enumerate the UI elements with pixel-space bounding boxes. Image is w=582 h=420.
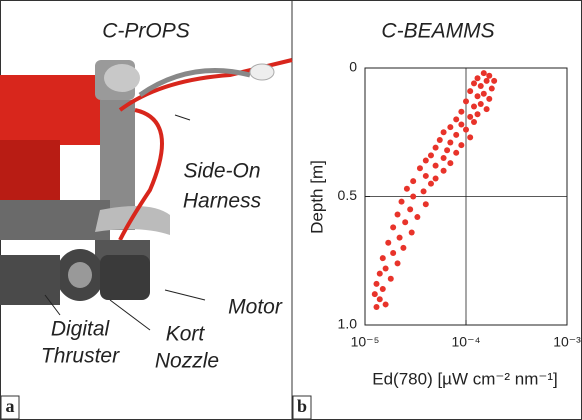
annotation: Motor <box>228 296 283 319</box>
point <box>382 301 389 308</box>
point <box>447 160 454 167</box>
point <box>427 180 434 187</box>
point <box>447 139 454 146</box>
x-axis-label: Ed(780) [µW cm⁻² nm⁻¹] <box>372 369 557 388</box>
y-tick-label: 0.5 <box>338 187 358 203</box>
point <box>422 172 429 179</box>
panel-label-box <box>292 395 312 420</box>
point <box>453 116 460 123</box>
point <box>371 291 378 298</box>
panel-label-box <box>0 395 20 420</box>
annotation: Side-On <box>183 160 260 183</box>
point <box>440 154 447 161</box>
point <box>458 142 465 149</box>
point <box>486 72 493 79</box>
point <box>453 149 460 156</box>
annotation: Kort <box>166 323 206 346</box>
point <box>463 126 469 133</box>
y-tick-label: 1.0 <box>338 316 358 332</box>
point <box>488 85 495 92</box>
point <box>422 157 429 164</box>
point <box>440 167 447 174</box>
point <box>483 77 490 84</box>
point <box>394 260 401 267</box>
panel-title: C-PrOPS <box>102 20 190 43</box>
point <box>407 206 414 213</box>
point <box>474 93 481 100</box>
y-tick-label: 0 <box>349 59 357 75</box>
point <box>477 100 484 107</box>
x-tick-label: 10⁻⁴ <box>452 334 481 350</box>
point <box>444 147 451 154</box>
point <box>470 118 477 125</box>
point <box>385 239 392 246</box>
chart-title: C-BEAMMS <box>381 20 494 43</box>
annotation: Thruster <box>41 345 120 368</box>
annotation: Digital <box>51 318 111 341</box>
point <box>379 286 386 293</box>
point <box>373 280 380 287</box>
point <box>432 175 439 182</box>
y-axis-label: Depth [m] <box>307 160 326 234</box>
point <box>414 214 421 221</box>
point <box>410 193 417 200</box>
point <box>458 108 465 115</box>
point <box>382 265 389 272</box>
point <box>400 244 407 251</box>
point <box>373 304 380 311</box>
point <box>463 98 469 105</box>
point <box>390 224 397 231</box>
point <box>480 70 487 77</box>
point <box>467 113 474 120</box>
point <box>432 144 439 151</box>
point <box>467 88 474 95</box>
point <box>427 152 434 159</box>
point <box>470 103 477 110</box>
point <box>387 275 394 282</box>
x-tick-label: 10⁻³ <box>553 334 581 350</box>
point <box>470 80 477 87</box>
point <box>396 234 403 241</box>
point <box>436 136 443 143</box>
panel-label: b <box>297 396 307 416</box>
point <box>474 111 481 118</box>
point <box>480 90 487 97</box>
point <box>394 211 401 218</box>
point <box>447 124 454 131</box>
point <box>376 270 383 277</box>
point <box>477 82 484 89</box>
point <box>408 229 415 236</box>
point <box>453 131 460 138</box>
point <box>491 77 498 84</box>
x-tick-label: 10⁻⁵ <box>351 334 380 350</box>
point <box>379 255 386 262</box>
point <box>432 162 439 169</box>
point <box>410 178 417 185</box>
point <box>440 129 447 136</box>
point <box>416 165 423 172</box>
point <box>483 106 490 113</box>
point <box>398 198 405 205</box>
device-drawing <box>0 58 293 331</box>
point <box>422 201 429 208</box>
point <box>403 185 410 192</box>
point <box>420 188 427 195</box>
point <box>474 75 481 82</box>
point <box>390 250 397 257</box>
point <box>467 134 474 141</box>
point <box>458 121 465 128</box>
panel-label: a <box>6 396 15 416</box>
annotation: Nozzle <box>155 350 219 373</box>
annotation: Harness <box>183 190 262 213</box>
point <box>486 95 493 102</box>
point <box>402 219 409 226</box>
point <box>376 296 383 303</box>
